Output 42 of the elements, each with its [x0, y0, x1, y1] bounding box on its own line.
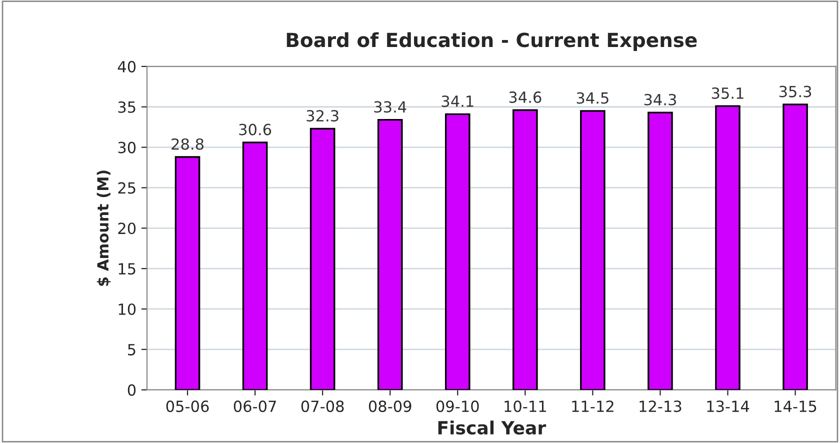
y-tick-label: 20 [118, 222, 136, 234]
x-tick-label: 07-08 [301, 400, 344, 412]
bar [715, 105, 740, 390]
data-label: 32.3 [306, 110, 338, 122]
data-label: 30.6 [239, 124, 272, 136]
x-tick-label: 13-14 [707, 400, 750, 412]
data-label: 34.5 [576, 92, 608, 104]
bar [444, 113, 470, 390]
y-tick-label: 35 [118, 101, 136, 113]
y-tick-label: 25 [118, 182, 136, 194]
x-tick-label: 11-12 [572, 400, 614, 412]
bar [648, 112, 673, 390]
data-label: 34.1 [442, 95, 474, 108]
data-label: 28.8 [172, 138, 204, 150]
bar [310, 128, 336, 390]
data-label: 34.6 [509, 91, 542, 103]
data-label: 33.4 [374, 101, 406, 113]
x-axis-title: Fiscal Year [438, 420, 546, 435]
y-axis-title: $ Amount (M) [96, 170, 111, 286]
y-tick-label: 15 [118, 263, 136, 275]
bar [782, 104, 808, 390]
x-tick-label: 14-15 [774, 400, 816, 412]
x-tick-label: 08-09 [368, 400, 412, 412]
x-tick-label: 06-07 [234, 400, 276, 412]
data-label: 35.1 [712, 87, 744, 99]
data-label: 35.3 [779, 86, 812, 98]
y-tick-label: 10 [118, 303, 136, 316]
bar [174, 156, 200, 390]
bar [377, 118, 403, 390]
x-tick-label: 09-10 [436, 400, 479, 412]
bar [242, 142, 268, 390]
y-tick-label: 40 [118, 60, 136, 72]
chart-title: Board of Education - Current Expense [286, 32, 697, 52]
y-tick-label: 5 [128, 344, 136, 356]
x-tick-label: 05-06 [166, 400, 209, 412]
y-tick-label: 0 [128, 384, 136, 396]
x-tick-label: 12-13 [640, 400, 682, 412]
bar [580, 110, 606, 390]
y-tick-label: 30 [118, 142, 136, 154]
x-tick-label: 10-11 [504, 400, 546, 412]
data-label: 34.3 [644, 94, 676, 106]
bar [512, 109, 538, 390]
